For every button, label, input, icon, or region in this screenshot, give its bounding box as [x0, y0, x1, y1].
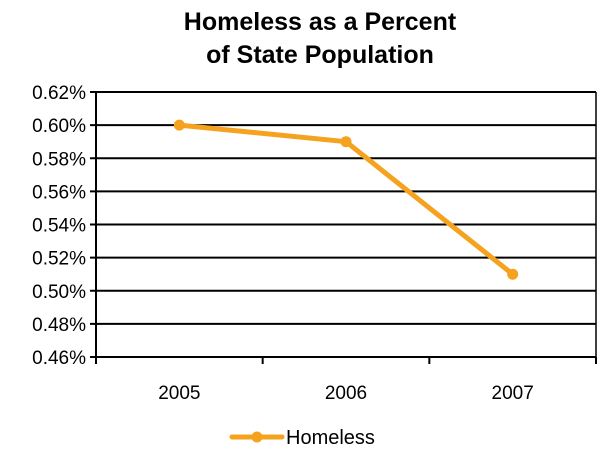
legend-marker-swatch	[251, 431, 263, 443]
x-tick-label: 2006	[325, 383, 367, 404]
chart-title: Homeless as a Percent of State Populatio…	[150, 6, 490, 72]
legend-label: Homeless	[286, 427, 375, 449]
chart-title-line-2: of State Population	[206, 41, 434, 69]
data-point	[340, 136, 352, 148]
y-tick-label: 0.58%	[32, 149, 86, 170]
y-tick-label: 0.50%	[32, 282, 86, 303]
y-tick-label: 0.62%	[32, 83, 86, 104]
x-tick-label: 2007	[492, 383, 534, 404]
y-tick-label: 0.52%	[32, 249, 86, 270]
axes	[90, 91, 597, 364]
y-tick-label: 0.48%	[32, 315, 86, 336]
x-axis-tick-labels: 2005 2006 2007	[158, 383, 534, 404]
y-tick-label: 0.60%	[32, 116, 86, 137]
data-point	[173, 119, 185, 131]
y-axis-tick-labels: 0.46% 0.48% 0.50% 0.52% 0.54% 0.56% 0.58% 0.60%…	[32, 83, 86, 369]
series-homeless	[173, 119, 519, 280]
y-tick-label: 0.54%	[32, 216, 86, 237]
chart-title-line-1: Homeless as a Percent	[183, 8, 457, 36]
gridlines	[96, 91, 596, 358]
y-tick-label: 0.56%	[32, 182, 86, 203]
data-point	[507, 268, 519, 280]
y-tick-label: 0.46%	[32, 348, 86, 369]
series-line	[176, 122, 516, 277]
x-tick-label: 2005	[158, 383, 200, 404]
legend: Homeless	[229, 427, 375, 449]
